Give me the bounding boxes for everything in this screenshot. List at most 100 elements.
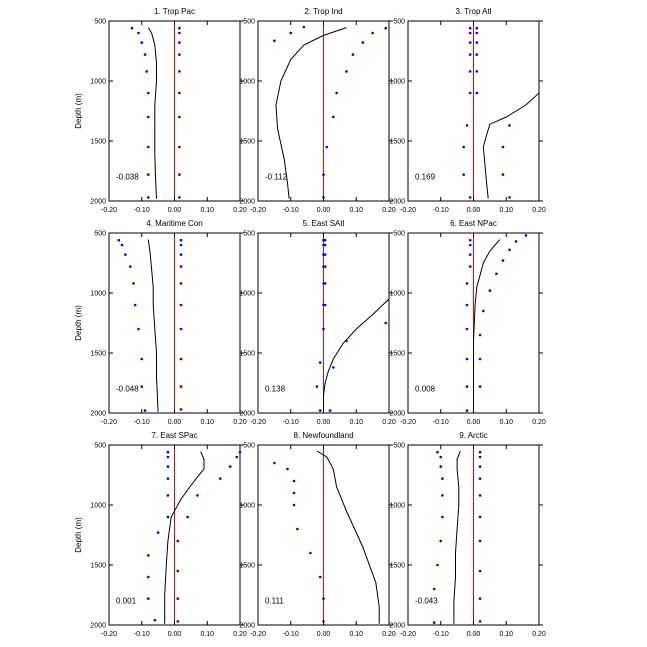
dot-upper [179,327,183,331]
panel-title: 3. Trop Atl [455,7,491,16]
panel-title: 4. Maritime Con [146,219,202,228]
dot-upper [178,31,181,35]
y-tick-label: 1000 [389,79,405,86]
dot-upper [384,321,388,325]
y-tick-label: 1500 [389,351,405,358]
dot-upper [488,289,492,292]
y-tick-label: 1500 [389,139,405,146]
dot-lower [465,124,469,127]
y-tick-label: 500 [94,19,106,26]
y-tick-label: 1000 [239,503,255,510]
dot-lower [130,26,134,30]
dot-upper [228,465,232,468]
panel-8: -0.20 -0.10 0.00 0.10 0.20 500 1000 1500 2000 8. … [239,431,395,638]
dot-upper [179,385,183,388]
y-tick-label: 500 [393,19,405,26]
dot-lower [468,253,472,256]
dot-lower [322,597,325,600]
dot-lower [468,53,472,56]
dot-lower [124,253,127,256]
dot-lower [318,409,322,412]
profile-line [147,239,159,412]
dot-upper [178,26,181,30]
profile-line [275,27,347,199]
panel-title: 5. East SAtl [303,219,345,228]
y-tick-label: 1000 [239,291,255,298]
dot-upper [323,282,327,285]
y-tick-label: 1000 [90,79,106,86]
dot-lower [468,91,472,95]
dot-lower [140,385,144,388]
dot-upper [179,253,183,256]
dot-upper [361,41,365,44]
x-tick-label: 0.00 [168,419,182,426]
dot-upper [179,357,183,361]
dot-upper [332,366,335,369]
x-tick-label: -0.20 [250,207,266,214]
profile-line [323,298,389,412]
dot-upper [178,145,181,149]
panel-title: 6. East NPac [450,219,497,228]
x-tick-label: -0.10 [134,419,150,426]
dot-lower [465,357,469,361]
dot-upper [478,597,482,600]
y-tick-label: 2000 [90,199,106,206]
dot-lower [120,243,124,247]
dot-upper [475,26,479,30]
correlation-label: -0.112 [265,172,288,181]
dot-upper [351,53,355,56]
dot-upper [508,196,511,199]
dot-upper [524,234,528,237]
y-axis-label: Depth (m) [74,305,83,341]
panel-1: -0.20 -0.10 0.00 0.10 0.20 500 1000 1500 2000 Dep… [74,7,247,214]
profile-line [316,450,380,624]
dot-lower [465,385,469,388]
dot-upper [478,539,482,543]
dot-lower [147,575,150,579]
x-tick-label: 0.00 [168,207,182,214]
x-tick-label: 0.10 [499,207,513,214]
dot-lower [465,327,469,331]
dot-lower [147,173,150,176]
dot-upper [501,173,505,176]
dot-lower [436,563,439,567]
dot-lower [140,357,144,361]
x-tick-label: -0.20 [250,631,266,638]
x-tick-label: -0.10 [283,631,299,638]
y-tick-label: 2000 [90,411,106,418]
panel-title: 8. Newfoundland [293,431,353,440]
dot-lower [462,173,465,176]
dot-lower [273,461,276,465]
x-tick-label: 0.10 [200,207,214,214]
dot-lower [166,494,170,497]
dot-lower [147,91,150,95]
y-tick-label: 1000 [389,291,405,298]
dot-lower [147,597,150,600]
x-tick-label: 0.20 [233,631,247,638]
dot-lower [468,243,472,247]
y-tick-label: 1500 [239,351,255,358]
dot-lower [145,70,148,73]
dot-upper [501,145,505,149]
panel-title: 1. Trop Pac [154,7,195,16]
x-tick-label: 0.10 [499,631,513,638]
dot-upper [478,620,482,623]
dot-upper [323,238,327,242]
dot-upper [179,265,183,268]
dot-lower [156,531,160,534]
x-tick-label: -0.20 [400,419,416,426]
profile-line [164,451,205,624]
dot-upper [371,31,374,35]
dot-lower [147,115,150,119]
dot-upper [179,282,183,285]
y-tick-label: 2000 [389,411,405,418]
dot-upper [478,569,482,573]
dot-upper [478,333,482,337]
dot-upper [475,70,479,73]
dot-upper [475,91,479,95]
dot-upper [475,41,479,44]
y-tick-label: 500 [393,443,405,450]
correlation-label: -0.038 [116,172,139,181]
dot-upper [176,620,180,623]
